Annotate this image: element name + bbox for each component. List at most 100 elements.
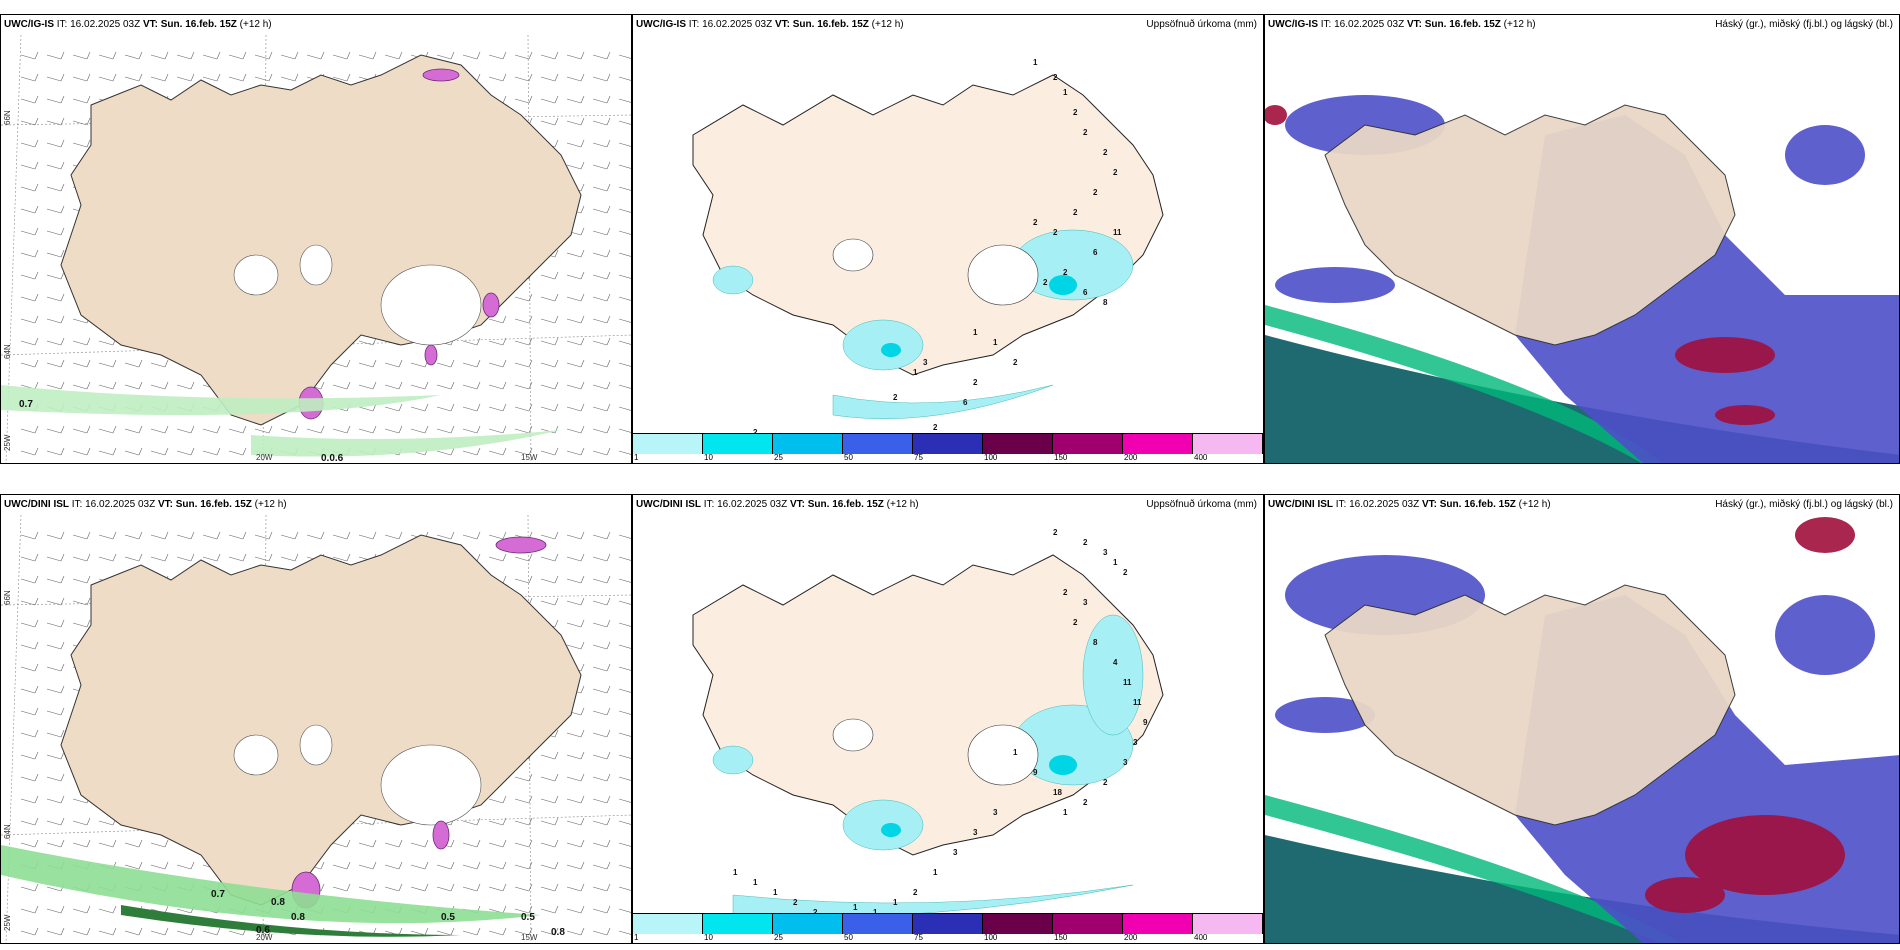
wind-barb-flag: [372, 337, 377, 346]
wind-barb: [462, 340, 478, 346]
contour-label: 0.0.6: [321, 453, 344, 463]
wind-barb: [592, 274, 608, 280]
panel-dini-precip: UWC/DINI ISL IT: 16.02.2025 03Z VT: Sun.…: [632, 494, 1264, 944]
wind-barb-flag: [138, 359, 143, 368]
wind-barb: [618, 406, 631, 411]
wind-barb: [254, 428, 270, 434]
wind-barb-flag: [424, 381, 429, 390]
colorbar-cell: [913, 914, 983, 934]
wind-barb: [488, 362, 504, 368]
contour-label: 0.7: [19, 399, 33, 410]
wind-barb-flag: [346, 531, 351, 540]
wind-barb-flag: [450, 883, 455, 892]
wind-barb: [618, 76, 631, 81]
wind-barb-flag: [34, 905, 39, 914]
wind-barb: [176, 930, 192, 936]
wind-barb-flag: [580, 597, 585, 606]
wind-barb: [228, 930, 244, 936]
wind-barb-flag: [606, 271, 611, 280]
wind-barb-flag: [34, 359, 39, 368]
wind-barb-flag: [606, 227, 611, 236]
wind-barb-flag: [320, 425, 325, 434]
wind-barb: [384, 842, 400, 848]
wind-barb: [566, 776, 582, 782]
wind-barb-flag: [60, 205, 65, 214]
wind-barb-flag: [554, 773, 559, 782]
wind-barb-flag: [554, 905, 559, 914]
wind-barb: [98, 534, 114, 540]
wind-barb-flag: [528, 883, 533, 892]
contour-label: 2: [1063, 588, 1068, 597]
panel-igis-wind: UWC/IG-IS IT: 16.02.2025 03Z VT: Sun. 16…: [0, 14, 632, 464]
wind-barb: [618, 54, 631, 59]
wind-barb: [46, 600, 62, 606]
wind-barb-flag: [606, 597, 611, 606]
wind-barb: [254, 930, 270, 936]
wind-barb-flag: [554, 359, 559, 368]
wind-barb-flag: [606, 315, 611, 324]
contour-label: 2: [1073, 618, 1078, 627]
wind-barb-flag: [60, 95, 65, 104]
wind-barb-flag: [476, 927, 481, 936]
wind-barb-flag: [476, 861, 481, 870]
wind-barb-flag: [580, 381, 585, 390]
wind-barb-flag: [60, 663, 65, 672]
wind-barb: [228, 450, 244, 456]
map-precip: 22312232841111933221189133312111322111: [692, 528, 1164, 922]
wind-barb-flag: [34, 663, 39, 672]
wind-barb: [436, 54, 452, 60]
wind-barb: [592, 644, 608, 650]
wind-barb: [436, 930, 452, 936]
wind-barb-flag: [34, 641, 39, 650]
wind-barb: [540, 842, 556, 848]
wind-barb-flag: [606, 359, 611, 368]
wind-barb-flag: [606, 403, 611, 412]
wind-barb-flag: [346, 861, 351, 870]
wind-barb: [462, 54, 478, 60]
wind-barb: [358, 54, 374, 60]
wind-barb-flag: [502, 51, 507, 60]
wind-barb: [202, 54, 218, 60]
wind-barb-flag: [580, 685, 585, 694]
colorbar-tick: 200: [1124, 453, 1138, 462]
wind-barb-flag: [34, 381, 39, 390]
wind-barb: [514, 776, 530, 782]
wind-barb: [176, 864, 192, 870]
wind-barb-flag: [580, 641, 585, 650]
wind-barb: [332, 54, 348, 60]
wind-barb: [150, 362, 166, 368]
wind-barb-flag: [580, 861, 585, 870]
wind-barb: [514, 54, 530, 60]
wind-barb-flag: [424, 425, 429, 434]
wind-barb-flag: [86, 73, 91, 82]
wind-barb-flag: [398, 861, 403, 870]
wind-barb-flag: [502, 861, 507, 870]
wind-barb-flag: [372, 839, 377, 848]
wind-barb-flag: [320, 531, 325, 540]
wind-barb: [20, 622, 36, 628]
wind-barb-flag: [60, 685, 65, 694]
wind-barb: [592, 318, 608, 324]
wind-barb: [592, 340, 608, 346]
wind-barb: [540, 120, 556, 126]
wind-barb: [150, 54, 166, 60]
wind-barb: [280, 556, 296, 562]
wind-barb-flag: [372, 359, 377, 368]
wind-barb: [488, 556, 504, 562]
wind-barb: [150, 384, 166, 390]
wind-barb: [46, 274, 62, 280]
wind-barb-flag: [60, 641, 65, 650]
contour-label: 0.8: [291, 912, 305, 923]
wind-barb-flag: [580, 729, 585, 738]
wind-barb: [358, 864, 374, 870]
wind-barb-flag: [138, 447, 143, 456]
wind-barb-flag: [554, 861, 559, 870]
wind-barb: [566, 252, 582, 258]
wind-barb: [514, 98, 530, 104]
wind-barb: [306, 428, 322, 434]
wind-barb-flag: [476, 73, 481, 82]
wind-barb: [566, 842, 582, 848]
colorbar-cell: [1193, 914, 1263, 934]
wind-barb: [514, 820, 530, 826]
wind-barb: [540, 556, 556, 562]
